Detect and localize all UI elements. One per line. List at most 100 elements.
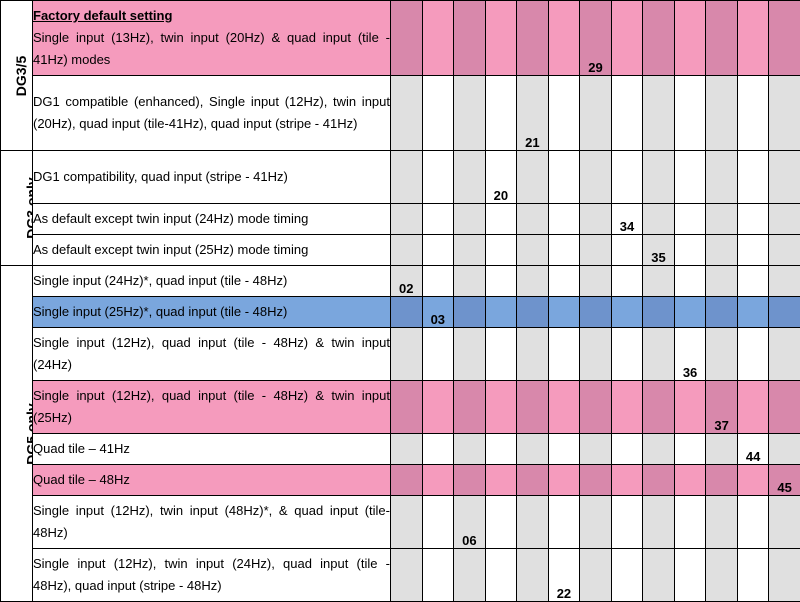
code-cell xyxy=(517,328,549,381)
row-text: Single input (12Hz), twin input (24Hz), … xyxy=(33,553,390,597)
code-cell xyxy=(422,465,454,496)
setting-code: 45 xyxy=(769,465,800,496)
row-description: Single input (24Hz)*, quad input (tile -… xyxy=(33,266,391,297)
code-cell xyxy=(391,496,423,549)
code-cell xyxy=(643,328,675,381)
code-cell xyxy=(422,434,454,465)
code-cell xyxy=(485,496,517,549)
setting-code: 29 xyxy=(580,1,612,76)
row-text: DG1 compatibility, quad input (stripe - … xyxy=(33,166,390,188)
row-description: As default except twin input (24Hz) mode… xyxy=(33,204,391,235)
code-cell xyxy=(485,266,517,297)
row-description: Quad tile – 41Hz xyxy=(33,434,391,465)
code-cell xyxy=(737,381,769,434)
row-text: Single input (25Hz)*, quad input (tile -… xyxy=(33,301,390,323)
code-cell xyxy=(737,235,769,266)
setting-code: 02 xyxy=(391,266,423,297)
code-cell xyxy=(706,204,738,235)
code-cell xyxy=(422,1,454,76)
code-cell xyxy=(422,496,454,549)
code-cell xyxy=(611,1,643,76)
code-cell xyxy=(454,381,486,434)
row-text: As default except twin input (25Hz) mode… xyxy=(33,239,390,261)
code-cell xyxy=(769,76,800,151)
row-text: DG1 compatible (enhanced), Single input … xyxy=(33,91,390,135)
code-cell xyxy=(769,204,800,235)
code-cell xyxy=(580,549,612,602)
code-cell xyxy=(422,235,454,266)
code-cell xyxy=(769,151,800,204)
code-cell xyxy=(737,1,769,76)
code-cell xyxy=(548,266,580,297)
code-cell xyxy=(517,297,549,328)
code-cell xyxy=(391,465,423,496)
code-cell xyxy=(454,76,486,151)
code-cell xyxy=(769,434,800,465)
code-cell xyxy=(517,266,549,297)
code-cell xyxy=(769,1,800,76)
code-cell xyxy=(391,381,423,434)
code-cell xyxy=(485,381,517,434)
row-text: Quad tile – 41Hz xyxy=(33,438,390,460)
code-cell xyxy=(769,235,800,266)
code-cell xyxy=(674,266,706,297)
group-label-cell: DG3 only xyxy=(1,151,33,266)
code-cell xyxy=(611,549,643,602)
code-cell xyxy=(391,328,423,381)
code-cell xyxy=(391,204,423,235)
group-label: DG5 only xyxy=(24,403,33,464)
code-cell xyxy=(769,266,800,297)
code-cell xyxy=(706,297,738,328)
code-cell xyxy=(674,381,706,434)
code-cell xyxy=(517,204,549,235)
code-cell xyxy=(580,76,612,151)
code-cell xyxy=(580,465,612,496)
row-title: Factory default setting xyxy=(33,5,390,27)
code-cell xyxy=(422,204,454,235)
code-cell xyxy=(580,204,612,235)
code-cell xyxy=(706,549,738,602)
code-cell xyxy=(422,76,454,151)
code-cell xyxy=(706,76,738,151)
code-cell xyxy=(674,434,706,465)
row-text: Single input (13Hz), twin input (20Hz) &… xyxy=(33,27,390,71)
code-cell xyxy=(706,151,738,204)
code-cell xyxy=(580,297,612,328)
row-description: Single input (25Hz)*, quad input (tile -… xyxy=(33,297,391,328)
row-text: Single input (12Hz), quad input (tile - … xyxy=(33,332,390,376)
table-row: Single input (12Hz), quad input (tile - … xyxy=(1,328,800,381)
code-cell xyxy=(643,297,675,328)
setting-code: 03 xyxy=(422,297,454,328)
code-cell xyxy=(517,549,549,602)
code-cell xyxy=(580,235,612,266)
code-cell xyxy=(454,549,486,602)
group-label: DG3/5 xyxy=(13,55,29,95)
code-cell xyxy=(391,151,423,204)
code-cell xyxy=(548,235,580,266)
code-cell xyxy=(737,297,769,328)
row-text: Single input (12Hz), twin input (48Hz)*,… xyxy=(33,500,390,544)
code-cell xyxy=(737,465,769,496)
code-cell xyxy=(454,297,486,328)
code-cell xyxy=(706,1,738,76)
code-cell xyxy=(706,266,738,297)
setting-code: 37 xyxy=(706,381,738,434)
code-cell xyxy=(454,235,486,266)
code-cell xyxy=(706,496,738,549)
code-cell xyxy=(674,465,706,496)
code-cell xyxy=(611,328,643,381)
code-cell xyxy=(548,76,580,151)
code-cell xyxy=(769,496,800,549)
code-cell xyxy=(674,297,706,328)
code-cell xyxy=(580,151,612,204)
code-cell xyxy=(485,1,517,76)
code-cell xyxy=(548,496,580,549)
code-cell xyxy=(706,434,738,465)
table-row: As default except twin input (25Hz) mode… xyxy=(1,235,800,266)
group-label-cell: DG3/5 xyxy=(1,1,33,151)
